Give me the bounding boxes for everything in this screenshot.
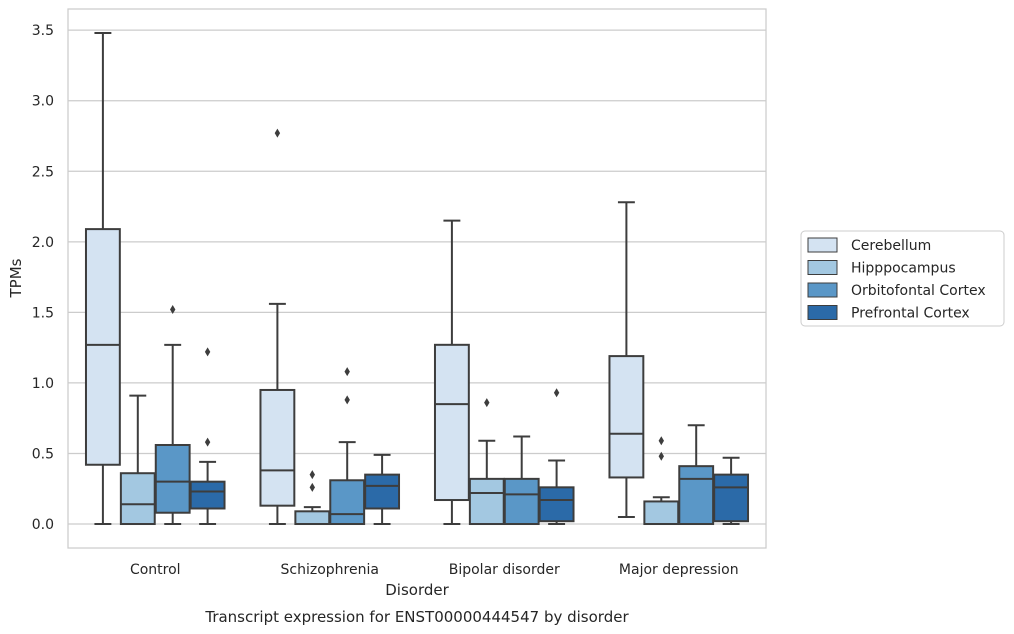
- box-1-3: [364, 453, 401, 526]
- outlier-point: [344, 367, 350, 377]
- y-tick-label: 2.0: [32, 235, 54, 251]
- y-tick-label: 2.5: [32, 164, 54, 180]
- box-body: [713, 473, 750, 523]
- box-0-1: [119, 394, 156, 526]
- box-body: [503, 477, 540, 526]
- legend-swatch: [807, 282, 838, 298]
- box-body: [294, 510, 331, 526]
- plot-frame: [67, 8, 767, 549]
- box-1-0: [259, 128, 296, 526]
- box-body: [364, 473, 401, 510]
- outlier-point: [658, 436, 664, 446]
- legend-frame: [800, 230, 1005, 327]
- outlier-point: [204, 437, 211, 447]
- y-tick-label: 0.5: [32, 446, 54, 462]
- box-body: [119, 472, 156, 526]
- legend-item: Hipppocampus: [807, 260, 956, 277]
- box-body: [643, 500, 680, 526]
- box-body: [608, 355, 645, 479]
- outlier-point: [344, 395, 350, 405]
- box-3-3: [713, 456, 750, 526]
- x-tick-label: Control: [130, 562, 181, 578]
- box-2-3: [538, 388, 575, 526]
- box-3-0: [608, 201, 645, 518]
- outlier-point: [274, 128, 281, 138]
- legend-label: Hipppocampus: [851, 261, 956, 277]
- y-axis-title: TPMs: [7, 258, 25, 298]
- box-0-0: [84, 31, 121, 526]
- box-body: [259, 388, 296, 507]
- box-body: [154, 443, 191, 514]
- box-1-2: [329, 367, 366, 526]
- box-body: [678, 465, 715, 526]
- legend-swatch: [807, 237, 838, 253]
- legend-item: Prefrontal Cortex: [807, 305, 970, 322]
- legend-label: Cerebellum: [851, 238, 931, 254]
- outlier-point: [658, 451, 664, 461]
- box-body: [84, 228, 121, 466]
- y-tick-label: 1.5: [32, 305, 54, 321]
- box-body: [538, 486, 575, 523]
- box-3-2: [678, 424, 715, 526]
- box-body: [468, 477, 505, 526]
- box-body: [189, 480, 226, 510]
- legend-item: Cerebellum: [807, 237, 931, 254]
- x-axis-title: Disorder: [385, 581, 449, 599]
- box-2-2: [503, 435, 540, 526]
- legend-label: Prefrontal Cortex: [851, 306, 970, 322]
- outlier-point: [553, 388, 560, 398]
- chart-caption: Transcript expression for ENST0000044454…: [204, 608, 629, 626]
- box-2-1: [468, 398, 505, 526]
- box-body: [433, 343, 470, 502]
- y-tick-label: 1.0: [32, 376, 54, 392]
- legend-swatch: [807, 260, 838, 275]
- box-0-2: [154, 305, 191, 526]
- legend: Cerebellum Hipppocampus Orbitofontal Corte…: [800, 230, 1005, 327]
- boxes-layer: [84, 31, 750, 526]
- y-tick-labels: 0.0 0.5 1.0 1.5 2.0 2.5 3.0 3.5: [32, 23, 54, 533]
- box-3-1: [643, 436, 680, 526]
- outlier-point: [204, 347, 211, 357]
- box-1-1: [294, 470, 331, 526]
- y-tick-label: 3.0: [32, 94, 54, 110]
- outlier-point: [484, 398, 490, 408]
- box-body: [329, 479, 366, 526]
- legend-label: Orbitofontal Cortex: [851, 283, 986, 299]
- y-tick-label: 0.0: [32, 517, 54, 533]
- x-tick-label: Bipolar disorder: [449, 562, 560, 578]
- outlier-point: [309, 470, 315, 480]
- box-2-0: [433, 219, 470, 526]
- outlier-point: [309, 482, 315, 492]
- box-0-3: [189, 347, 226, 526]
- x-tick-label: Schizophrenia: [281, 562, 379, 578]
- x-tick-labels: Control Schizophrenia Bipolar disorder Majo…: [130, 562, 739, 578]
- outlier-point: [170, 305, 176, 315]
- legend-item: Orbitofontal Cortex: [807, 282, 986, 299]
- x-tick-label: Major depression: [619, 562, 739, 578]
- y-tick-label: 3.5: [32, 23, 54, 39]
- legend-swatch: [807, 305, 838, 320]
